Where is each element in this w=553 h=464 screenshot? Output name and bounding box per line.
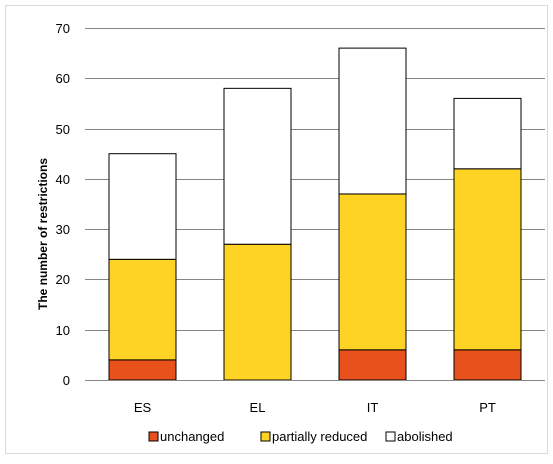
y-tick-label: 10 [56, 323, 70, 338]
legend-label: partially reduced [272, 429, 367, 444]
legend: unchanged partially reduced abolished [148, 429, 453, 444]
y-tick-label: 20 [56, 272, 70, 287]
bar-segment-unchanged [453, 349, 522, 381]
y-tick-label: 70 [56, 21, 70, 36]
chart-border [5, 5, 548, 454]
bars [108, 47, 522, 381]
y-axis-ticks: 0 10 20 30 40 50 60 70 [56, 21, 70, 388]
legend-label: abolished [397, 429, 453, 444]
legend-swatch [385, 431, 396, 442]
bar-segment-partially-reduced [338, 193, 407, 351]
bar-segment-unchanged [338, 349, 407, 381]
bar-segment-abolished [223, 87, 292, 245]
y-tick-label: 30 [56, 222, 70, 237]
bar-segment-abolished [338, 47, 407, 195]
bar-segment-abolished [453, 97, 522, 170]
y-tick-label: 50 [56, 122, 70, 137]
y-tick-label: 60 [56, 71, 70, 86]
y-axis-title: The number of restrictions [36, 158, 50, 310]
x-category-label: ES [134, 400, 152, 415]
bar-segment-partially-reduced [223, 243, 292, 381]
bar-segment-unchanged [108, 359, 177, 381]
x-category-label: PT [479, 400, 496, 415]
x-category-label: EL [250, 400, 266, 415]
legend-label: unchanged [160, 429, 224, 444]
x-axis-labels: ES EL IT PT [134, 400, 496, 415]
legend-swatch [148, 431, 159, 442]
bar-segment-partially-reduced [453, 168, 522, 351]
y-tick-label: 40 [56, 172, 70, 187]
legend-swatch [260, 431, 271, 442]
bar-segment-abolished [108, 153, 177, 260]
bar-segment-partially-reduced [108, 258, 177, 361]
x-category-label: IT [367, 400, 379, 415]
y-tick-label: 0 [63, 373, 70, 388]
